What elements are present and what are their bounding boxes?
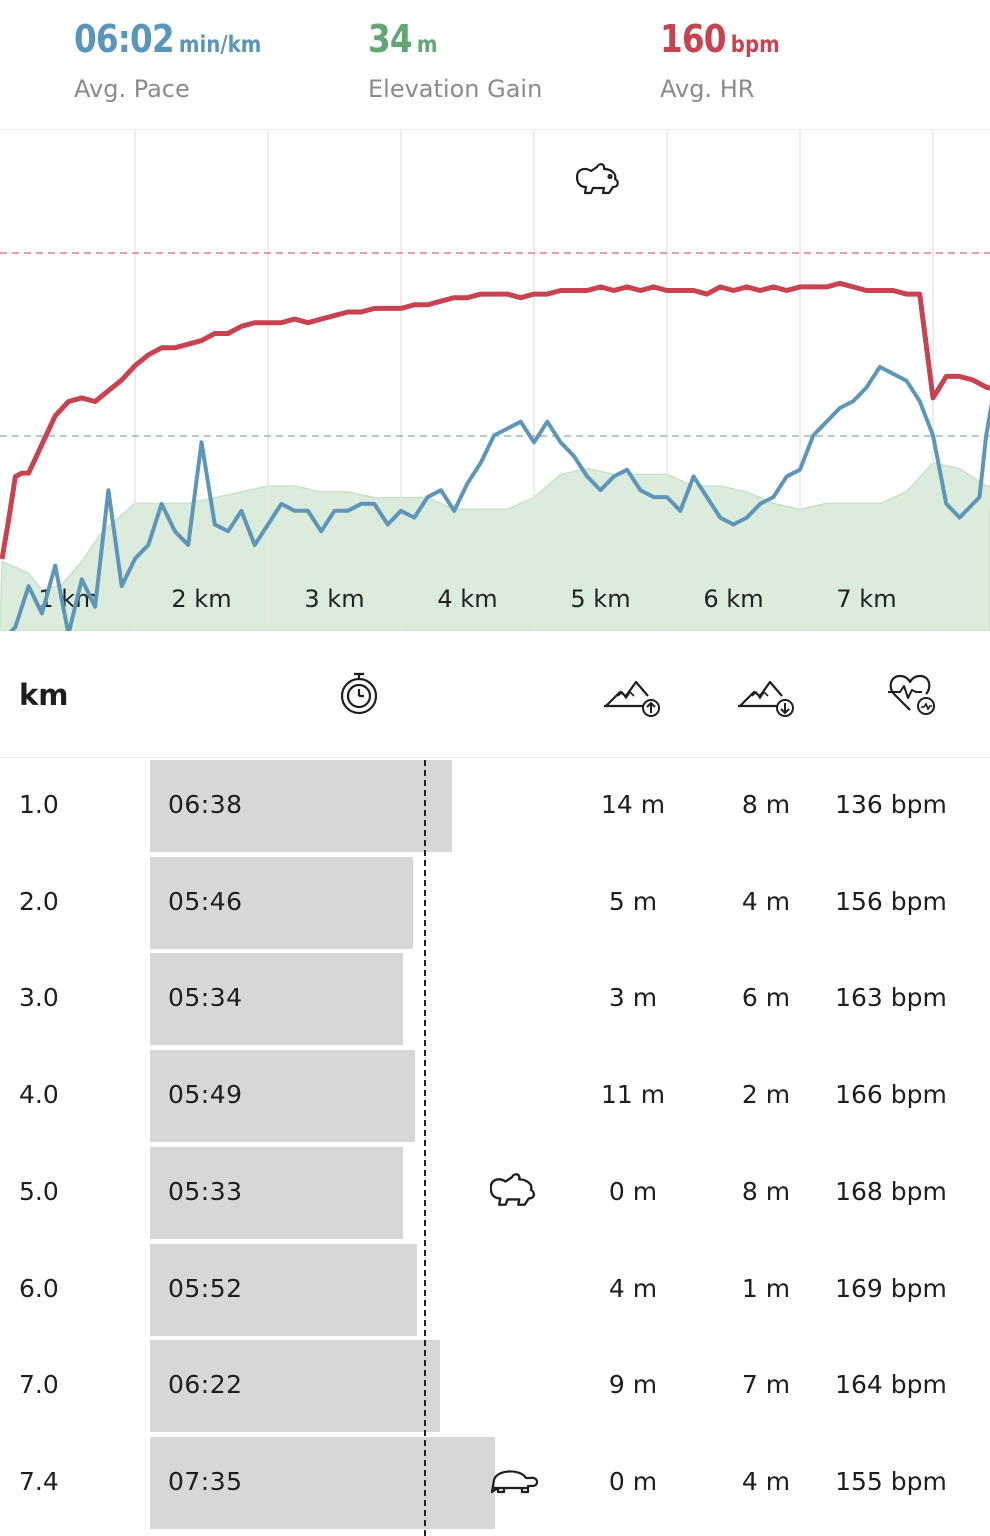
split-descent: 8 m	[741, 790, 791, 819]
avg-hr-unit: bpm	[730, 32, 780, 58]
split-km: 4.0	[19, 1080, 59, 1110]
avg-pace-label: Avg. Pace	[74, 75, 190, 103]
split-ascent: 11 m	[600, 1080, 666, 1110]
chart-svg: 1 km 2 km 3 km 4 km 5 km 6 km 7 km	[0, 131, 990, 631]
avg-hr-number: 160	[660, 17, 727, 61]
descent-icon	[738, 670, 798, 722]
x-tick-label: 7 km	[836, 585, 896, 613]
stopwatch-icon	[337, 670, 381, 720]
split-ascent: 9 m	[608, 1370, 658, 1400]
turtle-icon	[490, 1463, 540, 1503]
split-descent: 7 m	[741, 1370, 791, 1400]
split-ascent: 0 m	[608, 1466, 658, 1496]
pace-bar	[150, 1340, 440, 1433]
split-time: 05:49	[168, 1080, 243, 1110]
split-descent: 4 m	[741, 886, 791, 916]
split-row[interactable]: 2.0 05:46 5 m 4 m 156 bpm	[0, 856, 990, 953]
split-ascent: 14 m	[600, 790, 666, 819]
avg-pace-value: 06:02 min/km	[74, 14, 261, 70]
split-descent: 2 m	[741, 1080, 791, 1110]
split-time: 07:35	[168, 1466, 243, 1496]
split-km: 6.0	[19, 1273, 59, 1303]
split-row[interactable]: 5.0 05:33 0 m 8 m 168 bpm	[0, 1146, 990, 1243]
avg-hr-stat: 160 bpm Avg. HR	[660, 14, 799, 106]
split-ascent: 0 m	[608, 1176, 658, 1206]
split-km: 7.0	[19, 1370, 59, 1400]
avg-pace-reference-line	[424, 760, 426, 1536]
pace-bar	[150, 1050, 415, 1143]
x-tick-label: 5 km	[570, 585, 630, 613]
split-km: 2.0	[19, 886, 59, 916]
split-row[interactable]: 3.0 05:34 3 m 6 m 163 bpm	[0, 953, 990, 1049]
avg-pace-unit: min/km	[178, 32, 262, 58]
split-km: 7.4	[19, 1466, 59, 1496]
pace-bar	[150, 1146, 403, 1239]
split-row[interactable]: 6.0 05:52 4 m 1 m 169 bpm	[0, 1243, 990, 1340]
split-hr: 166 bpm	[835, 1080, 947, 1110]
split-time: 06:38	[168, 790, 243, 819]
split-km: 1.0	[19, 790, 59, 819]
split-row[interactable]: 7.0 06:22 9 m 7 m 164 bpm	[0, 1340, 990, 1436]
split-time: 05:34	[168, 983, 243, 1013]
split-km: 5.0	[19, 1176, 59, 1206]
split-hr: 155 bpm	[835, 1466, 947, 1496]
split-km: 3.0	[19, 983, 59, 1013]
split-hr: 164 bpm	[835, 1370, 947, 1400]
rabbit-icon	[575, 163, 619, 195]
split-row[interactable]: 4.0 05:49 11 m 2 m 166 bpm	[0, 1050, 990, 1146]
pace-bar	[150, 953, 403, 1046]
split-ascent: 4 m	[608, 1273, 658, 1303]
elevation-gain-number: 34	[368, 17, 413, 61]
splits-table-header: km	[0, 640, 990, 758]
pace-bar	[150, 856, 413, 949]
x-tick-label: 4 km	[437, 585, 497, 613]
split-time: 05:33	[168, 1176, 243, 1206]
split-descent: 1 m	[741, 1273, 791, 1303]
split-time: 05:46	[168, 886, 243, 916]
elevation-gain-stat: 34 m Elevation Gain	[368, 14, 542, 106]
elevation-gain-unit: m	[416, 32, 438, 58]
summary-header: 06:02 min/km Avg. Pace 34 m Elevation Gain…	[0, 0, 990, 130]
split-hr: 136 bpm	[835, 790, 947, 819]
rabbit-icon	[489, 1172, 538, 1213]
split-hr: 168 bpm	[835, 1176, 947, 1206]
split-descent: 6 m	[741, 983, 791, 1013]
pace-bar	[150, 1243, 417, 1336]
split-descent: 4 m	[741, 1466, 791, 1496]
avg-hr-label: Avg. HR	[660, 75, 755, 103]
run-chart[interactable]: 1 km 2 km 3 km 4 km 5 km 6 km 7 km	[0, 131, 990, 631]
split-hr: 163 bpm	[835, 983, 947, 1013]
pace-bar	[150, 760, 452, 852]
heart-rate-icon	[886, 670, 940, 724]
split-ascent: 3 m	[608, 983, 658, 1013]
split-ascent: 5 m	[608, 886, 658, 916]
ascent-icon	[604, 670, 664, 722]
x-tick-label: 2 km	[171, 585, 231, 613]
split-hr: 169 bpm	[835, 1273, 947, 1303]
avg-pace-number: 06:02	[74, 17, 175, 61]
elevation-gain-value: 34 m	[368, 14, 518, 70]
x-tick-label: 3 km	[304, 585, 364, 613]
km-column-header: km	[19, 678, 69, 712]
split-time: 05:52	[168, 1273, 243, 1303]
split-time: 06:22	[168, 1370, 243, 1400]
avg-hr-value: 160 bpm	[660, 14, 780, 70]
split-row[interactable]: 7.4 07:35 0 m 4 m 155 bpm	[0, 1436, 990, 1533]
split-hr: 156 bpm	[835, 886, 947, 916]
split-descent: 8 m	[741, 1176, 791, 1206]
x-tick-label: 6 km	[703, 585, 763, 613]
split-row[interactable]: 1.0 06:38 14 m 8 m 136 bpm	[0, 760, 990, 856]
avg-pace-stat: 06:02 min/km Avg. Pace	[74, 14, 292, 106]
elevation-gain-label: Elevation Gain	[368, 75, 543, 103]
pace-bar	[150, 1436, 495, 1529]
